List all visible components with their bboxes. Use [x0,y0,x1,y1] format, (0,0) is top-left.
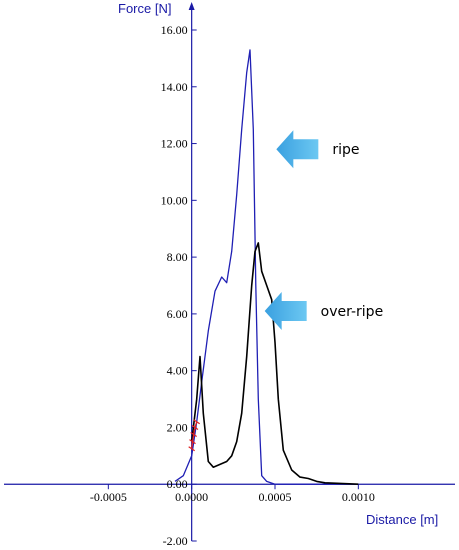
x-tick-label: 0.0000 [175,490,208,504]
y-tick-label: 16.00 [161,23,188,37]
annotation-arrow-icon [264,292,307,331]
series-line-2 [190,242,359,485]
x-tick-label: 0.0010 [342,490,375,504]
y-tick-label: 6.00 [167,307,188,321]
x-tick-label: -0.0005 [90,490,127,504]
y-tick-label: 2.00 [167,420,188,434]
series-line-1 [174,49,359,485]
series-3-marker [188,446,195,452]
y-tick-label: 4.00 [167,364,188,378]
y-tick-label: -2.00 [163,534,188,548]
x-axis-title: Distance [m] [366,512,438,527]
y-tick-label: 12.00 [161,137,188,151]
x-tick-label: 0.0005 [259,490,292,504]
y-tick-label: 14.00 [161,80,188,94]
y-axis-title: Force [N] [118,1,171,16]
series-3-marker [193,419,200,425]
series-3-marker [189,439,196,445]
annotation-label: ripe [332,142,359,158]
y-tick-label: 8.00 [167,250,188,264]
y-tick-label: 0.00 [167,477,188,491]
annotation-label: over-ripe [321,304,384,320]
y-tick-label: 10.00 [161,193,188,207]
series-3-marker [190,432,197,438]
series-3-marker [191,424,199,430]
annotation-arrow-icon [276,130,319,169]
y-axis-arrow [188,2,195,10]
